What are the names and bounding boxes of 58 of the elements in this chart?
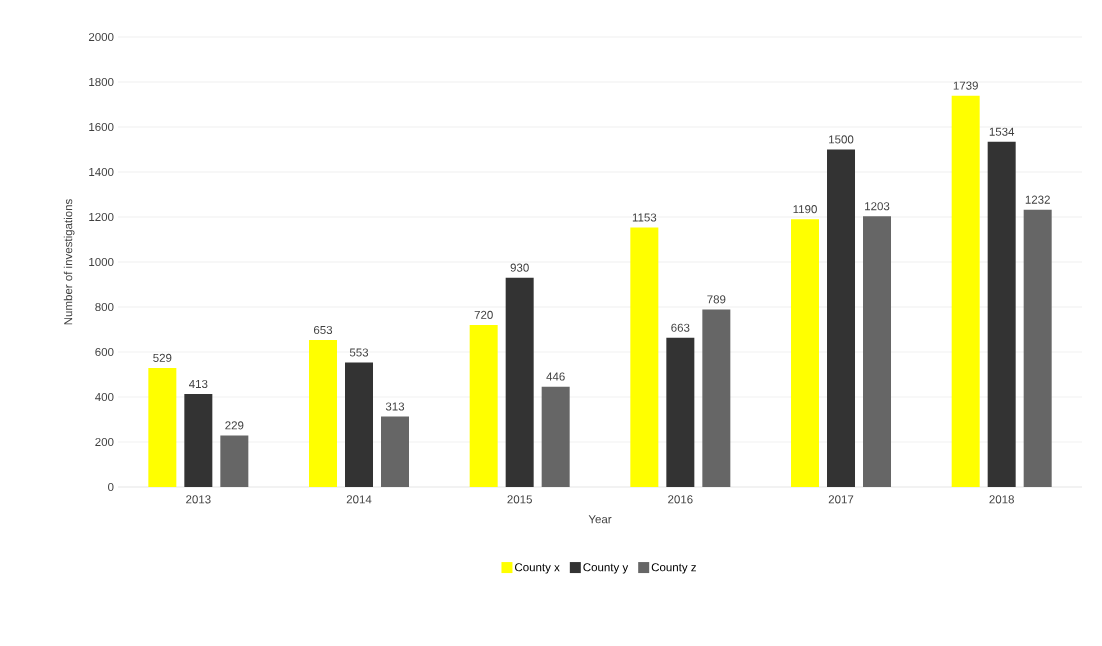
y-axis-title: Number of investigations: [63, 199, 75, 325]
bar: [148, 367, 177, 487]
data-label: 1739: [953, 81, 978, 90]
bar: [469, 325, 498, 487]
bar: [505, 277, 534, 487]
data-label: 663: [671, 323, 690, 332]
data-label: 529: [153, 353, 172, 362]
bar: [666, 337, 695, 487]
data-label: 446: [546, 372, 565, 381]
legend-label: County y: [583, 563, 629, 574]
y-tick-label: 1800: [89, 77, 114, 87]
data-label: 413: [189, 379, 208, 389]
bar: [184, 394, 213, 487]
bar: [987, 141, 1016, 487]
data-label: 1153: [632, 213, 657, 222]
bar: [345, 362, 373, 487]
data-label: 313: [385, 402, 405, 411]
bar: [220, 435, 249, 487]
x-tick-label: 2017: [828, 495, 854, 504]
y-tick-label: 1000: [89, 257, 114, 267]
y-tick-label: 1200: [89, 212, 114, 222]
legend-label: County z: [651, 563, 696, 574]
data-label: 653: [313, 325, 333, 335]
bar: [702, 309, 731, 487]
y-tick-label: 400: [95, 392, 114, 402]
y-tick-label: 2000: [88, 32, 114, 42]
bar: [541, 386, 570, 487]
x-tick-label: 2018: [989, 495, 1014, 504]
bar: [863, 216, 892, 487]
x-axis-title: Year: [588, 515, 612, 524]
x-tick-label: 2014: [346, 495, 372, 504]
x-tick-label: 2013: [186, 495, 211, 504]
y-tick-label: 200: [95, 437, 114, 447]
legend-label: County x: [515, 563, 560, 574]
bar: [309, 340, 337, 487]
y-tick-label: 1400: [89, 167, 114, 177]
data-label: 553: [349, 348, 369, 357]
data-label: 1500: [829, 135, 854, 144]
y-tick-label: 600: [95, 347, 114, 357]
x-tick-label: 2016: [668, 495, 693, 504]
y-tick-label: 1600: [89, 122, 114, 132]
data-label: 1203: [865, 202, 890, 211]
data-label: 789: [707, 295, 726, 304]
data-label: 720: [474, 310, 493, 319]
bar: [791, 219, 820, 487]
data-label: 1190: [793, 205, 817, 214]
data-label: 1534: [989, 127, 1015, 136]
x-tick-label: 2015: [507, 495, 532, 504]
bar: [1023, 209, 1052, 487]
data-label: 229: [225, 421, 244, 430]
bar: [951, 95, 980, 487]
bar: [381, 416, 409, 487]
y-tick-label: 0: [108, 482, 114, 492]
bar: [827, 149, 856, 487]
data-label: 1232: [1025, 195, 1050, 204]
data-label: 930: [510, 263, 529, 272]
bar: [630, 227, 659, 487]
y-tick-label: 800: [95, 302, 114, 312]
